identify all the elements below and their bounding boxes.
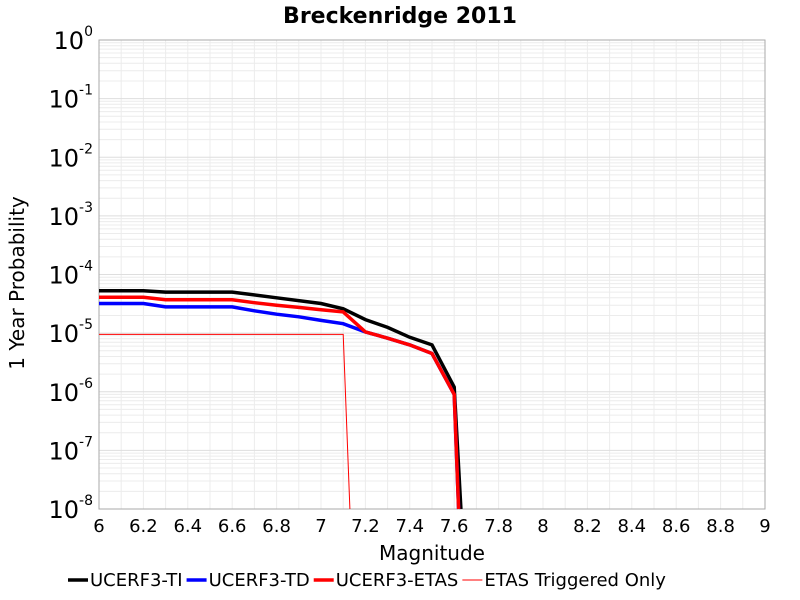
x-tick-label: 6 (93, 516, 104, 537)
y-tick-label: 10-2 (48, 141, 93, 172)
x-tick-label: 7.6 (440, 516, 469, 537)
series-line (99, 288, 463, 510)
x-tick-label: 9 (759, 516, 770, 537)
series-layer (99, 288, 463, 510)
y-tick-label: 10-6 (48, 376, 93, 407)
x-tick-label: 7.4 (395, 516, 424, 537)
x-tick-label: 6.6 (218, 516, 247, 537)
y-tick-label: 10-4 (48, 259, 93, 290)
x-tick-label: 6.4 (173, 516, 202, 537)
x-tick-label: 8.6 (662, 516, 691, 537)
legend-item-label: UCERF3-TI (90, 570, 183, 591)
x-tick-label: 6.2 (129, 516, 158, 537)
y-axis-label: 1 Year Probability (5, 196, 29, 370)
x-tick-label: 8.4 (617, 516, 646, 537)
plot-area (98, 39, 766, 510)
legend: UCERF3-TI UCERF3-TD UCERF3-ETAS ETAS Trigge… (68, 570, 666, 591)
x-axis-label: Magnitude (379, 541, 485, 565)
y-tick-label: 10-3 (48, 200, 93, 231)
y-tick-label: 10-7 (48, 434, 93, 465)
legend-item-label: ETAS Triggered Only (484, 570, 666, 591)
x-tick-label: 8.8 (706, 516, 735, 537)
legend-item-label: UCERF3-TD (209, 570, 310, 591)
series-line (99, 295, 461, 510)
legend-item-label: UCERF3-ETAS (336, 570, 459, 591)
y-axis-ticks: 100 10-1 10-2 10-3 10-4 10-5 10-6 10-7 10-8 (48, 24, 93, 524)
x-tick-label: 6.8 (262, 516, 291, 537)
x-tick-label: 7.8 (484, 516, 513, 537)
x-axis-ticks: 6 6.2 6.4 6.6 6.8 7 7.2 7.4 7.6 7.8 8 8.2 8.4 8.6 8.8 9 (93, 516, 770, 537)
y-tick-label: 10-8 (48, 493, 93, 524)
grid (98, 40, 766, 510)
y-tick-label: 100 (54, 24, 93, 55)
x-tick-label: 7 (315, 516, 326, 537)
x-tick-label: 8.2 (573, 516, 602, 537)
series-line (99, 333, 351, 510)
x-tick-label: 8 (537, 516, 548, 537)
y-tick-label: 10-5 (48, 317, 93, 348)
y-tick-label: 10-1 (48, 83, 93, 114)
x-tick-label: 7.2 (351, 516, 380, 537)
chart-title: Breckenridge 2011 (283, 4, 517, 29)
